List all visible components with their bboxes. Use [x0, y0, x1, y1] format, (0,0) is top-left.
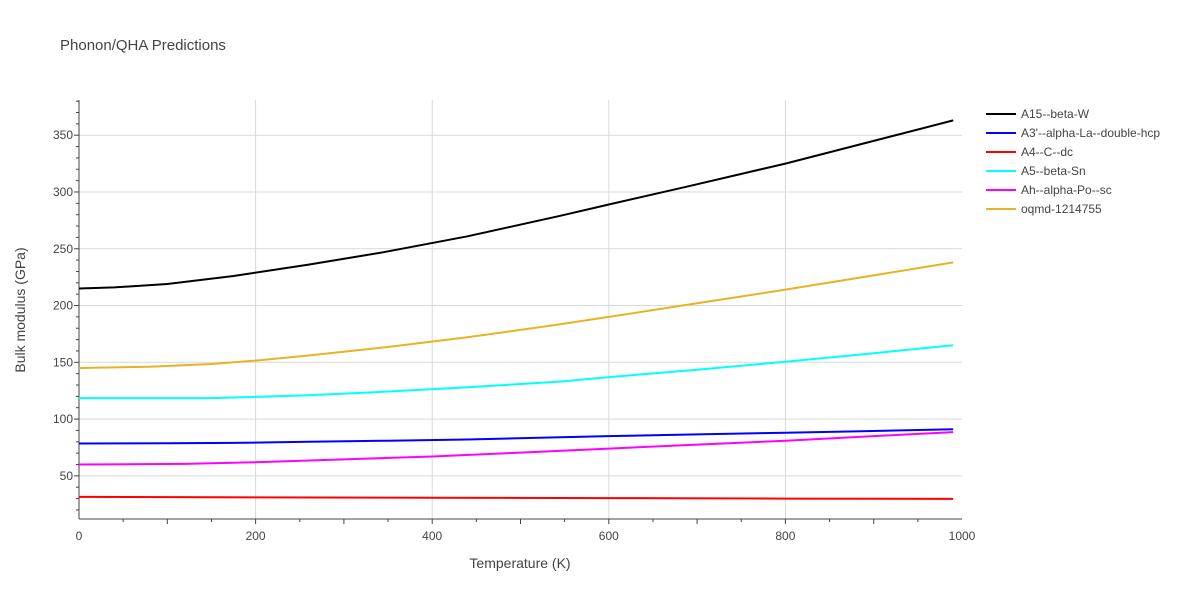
legend-item[interactable]: A3'--alpha-La--double-hcp: [986, 126, 1160, 140]
series-line: [78, 431, 954, 466]
axes: [78, 100, 962, 520]
legend-label: A15--beta-W: [1021, 107, 1090, 121]
chart-title: Phonon/QHA Predictions: [60, 37, 226, 54]
x-tick-label: 200: [246, 529, 266, 543]
legend-label: A4--C--dc: [1021, 145, 1073, 159]
y-tick-label: 200: [53, 299, 73, 313]
y-tick-label: 300: [53, 185, 73, 199]
series-line: [78, 428, 954, 445]
legend[interactable]: A15--beta-W A3'--alpha-La--double-hcp A4--…: [986, 107, 1160, 216]
legend-item[interactable]: A4--C--dc: [986, 145, 1073, 159]
legend-item[interactable]: A5--beta-Sn: [986, 164, 1086, 178]
series-line: [78, 495, 954, 500]
x-axis-title: Temperature (K): [469, 555, 570, 571]
x-tick-label: 800: [775, 529, 795, 543]
y-tick-label: 250: [53, 242, 73, 256]
x-tick-label: 1000: [949, 529, 976, 543]
series-line: [79, 344, 954, 400]
legend-label: Ah--alpha-Po--sc: [1021, 183, 1112, 197]
series: [78, 119, 954, 500]
legend-item[interactable]: Ah--alpha-Po--sc: [986, 183, 1112, 197]
y-tick-label: 100: [53, 412, 73, 426]
legend-label: A3'--alpha-La--double-hcp: [1021, 126, 1160, 140]
x-tick-label: 400: [422, 529, 442, 543]
series-line: [78, 261, 954, 369]
y-tick-label: 150: [53, 355, 73, 369]
legend-label: A5--beta-Sn: [1021, 164, 1086, 178]
legend-label: oqmd-1214755: [1021, 202, 1102, 216]
y-axis-title: Bulk modulus (GPa): [12, 247, 28, 372]
legend-item[interactable]: oqmd-1214755: [986, 202, 1102, 216]
x-tick-label: 600: [599, 529, 619, 543]
legend-item[interactable]: A15--beta-W: [986, 107, 1090, 121]
ticks: 0 200 400 600 800 1000 50 100 150 200 250 300 350: [53, 100, 976, 543]
x-tick-label: 0: [76, 529, 83, 543]
series-line: [78, 119, 954, 290]
grid: [79, 100, 962, 519]
y-tick-label: 50: [60, 469, 74, 483]
y-tick-label: 350: [53, 128, 73, 142]
